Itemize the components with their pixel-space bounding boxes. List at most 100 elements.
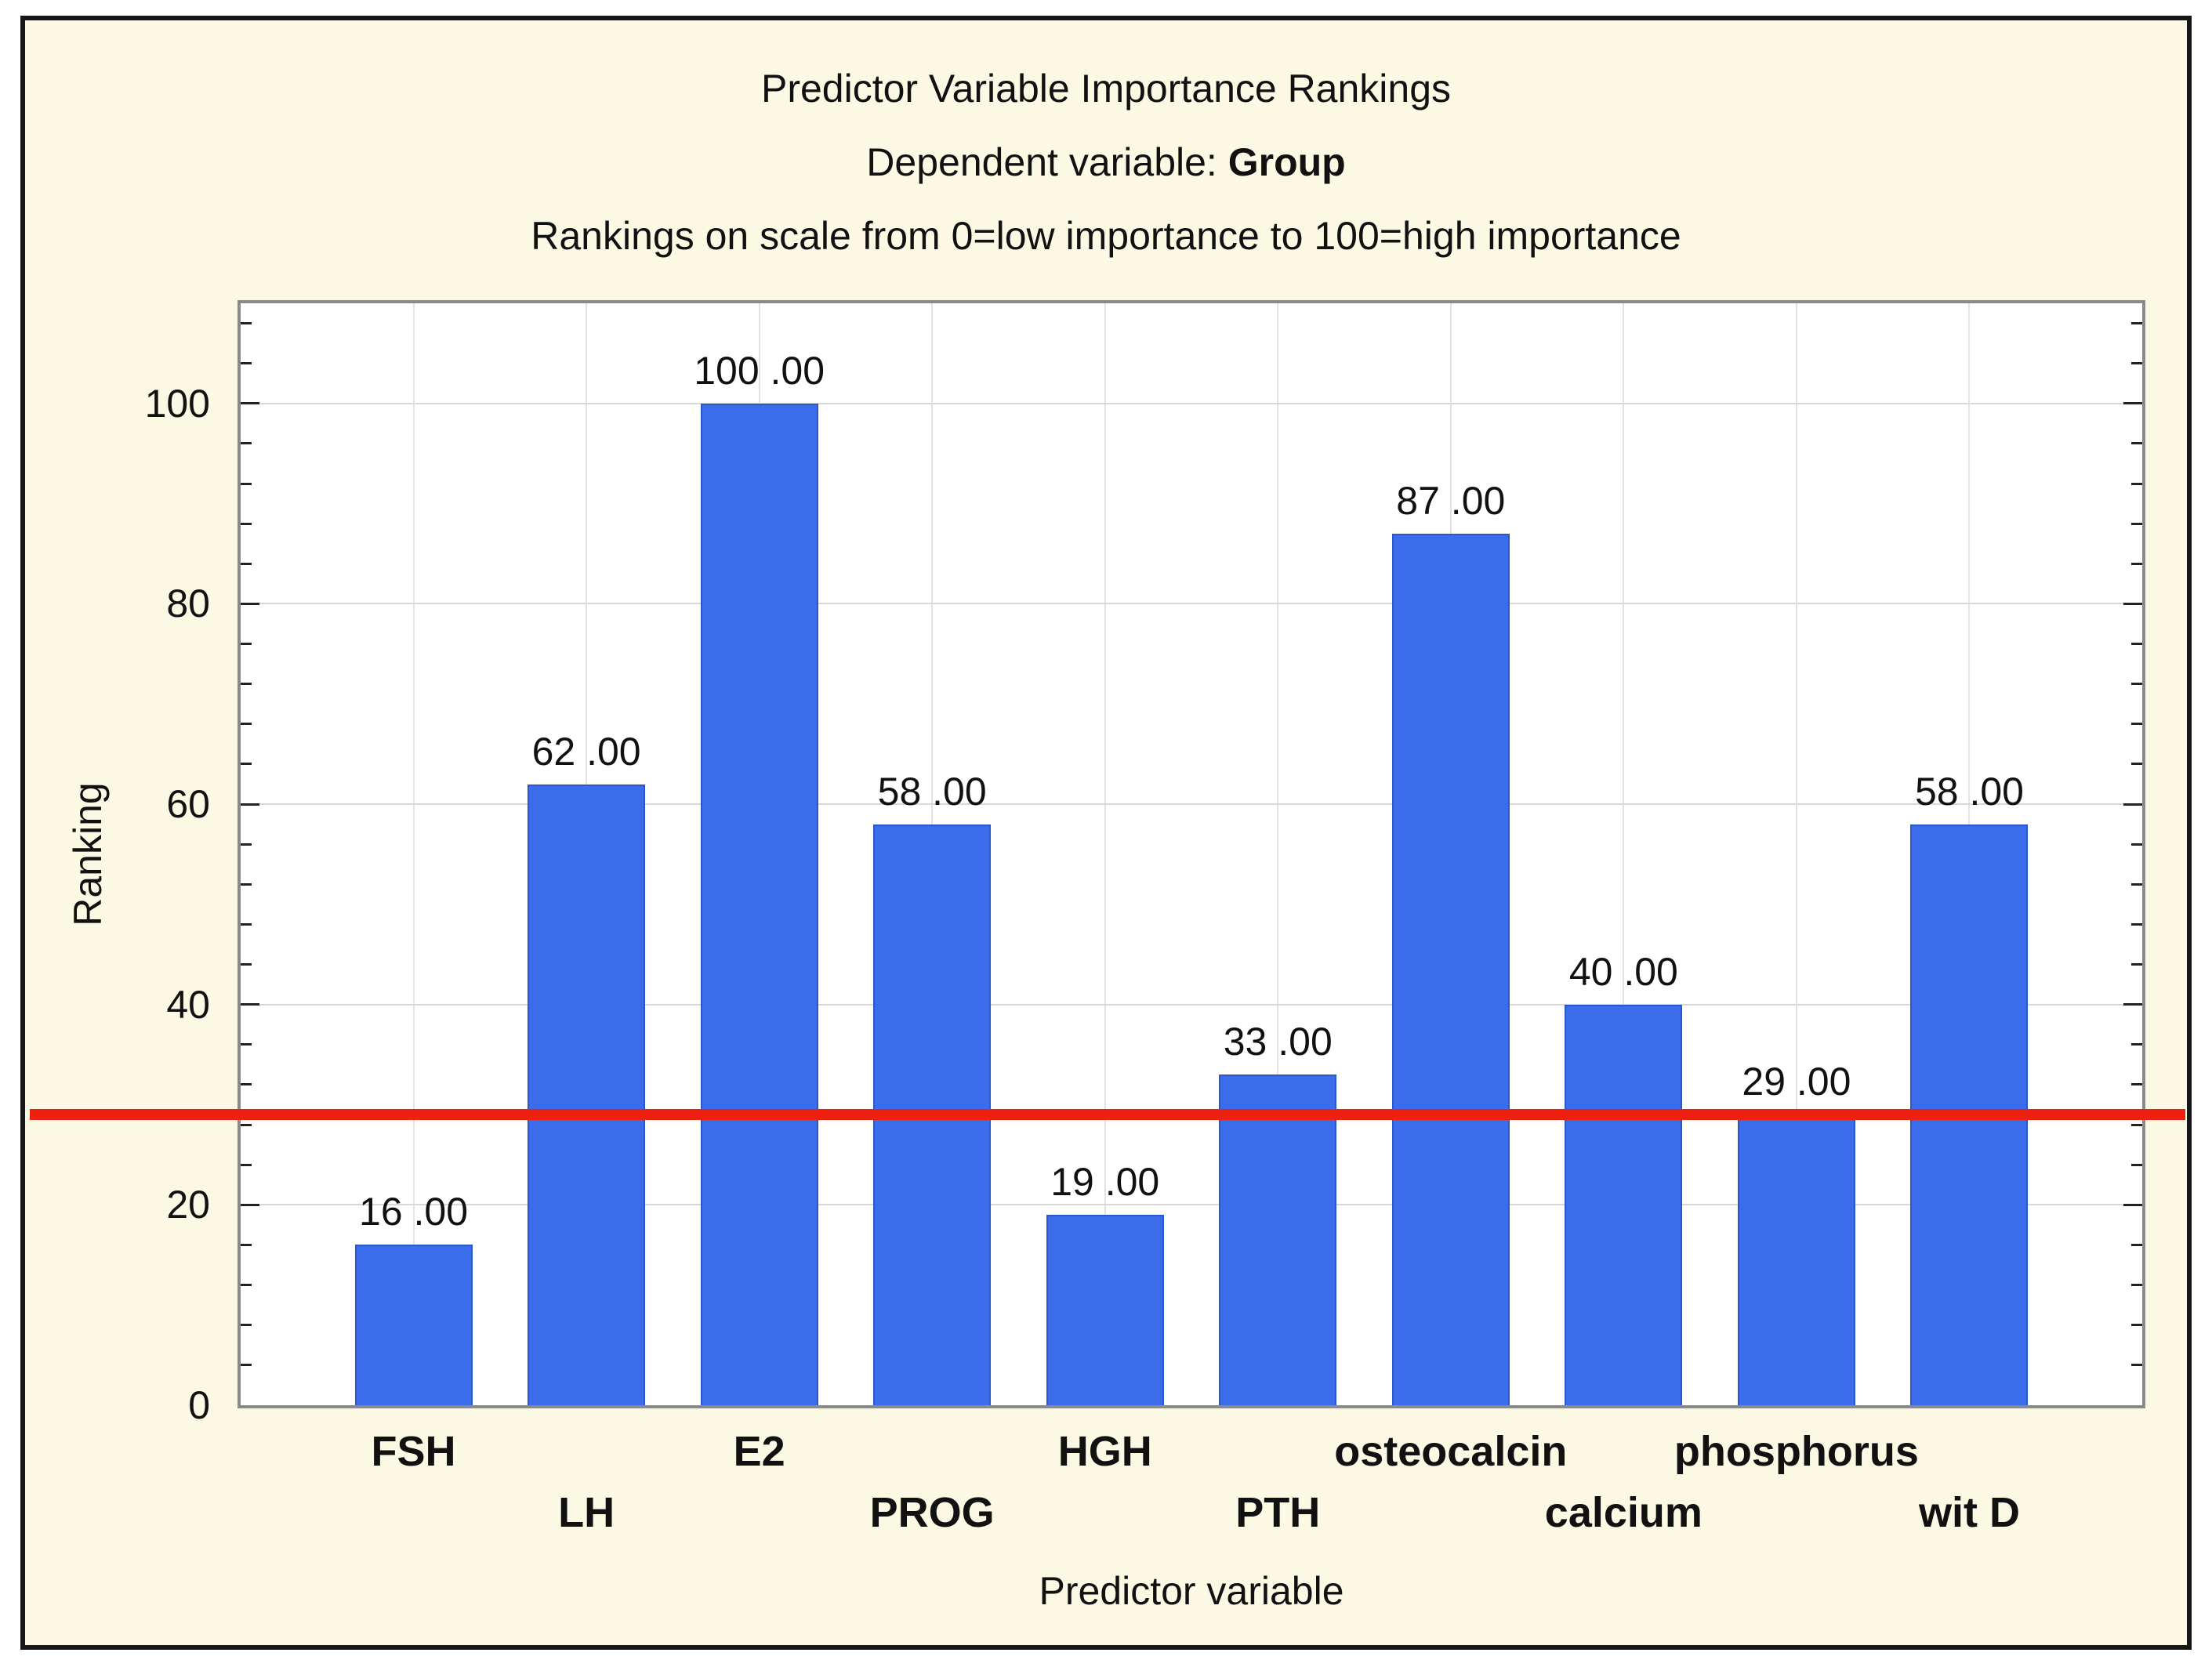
y-axis-tick: [241, 1364, 252, 1367]
y-axis-tick: [241, 803, 259, 806]
bar-E2: [700, 403, 818, 1405]
y-axis-tick: [2123, 1203, 2142, 1206]
y-axis-tick: [241, 402, 259, 405]
y-axis-tick: [241, 1284, 252, 1287]
y-tick-label: 40: [166, 982, 210, 1027]
y-axis-tick: [2131, 1284, 2142, 1287]
category-label-FSH: FSH: [371, 1428, 456, 1475]
y-axis-tick: [2131, 1324, 2142, 1327]
bar-osteocalcin: [1391, 533, 1510, 1405]
y-axis-tick: [241, 1123, 252, 1126]
y-tick-label: 20: [166, 1183, 210, 1227]
y-axis-tick: [241, 1203, 259, 1206]
y-axis-tick: [2131, 882, 2142, 886]
bar-PTH: [1219, 1074, 1337, 1405]
y-axis-tick: [241, 963, 252, 966]
y-axis-tick: [2131, 763, 2142, 766]
plot-area: [238, 300, 2145, 1408]
y-axis-tick: [241, 1243, 252, 1246]
y-axis-tick: [241, 1083, 252, 1086]
y-axis-tick: [2131, 562, 2142, 565]
y-axis-tick: [2123, 402, 2142, 405]
y-axis-tick: [241, 322, 252, 325]
gridline-vertical: [412, 303, 415, 1405]
y-axis-tick: [2131, 442, 2142, 445]
y-axis-tick: [2131, 482, 2142, 485]
gridline-horizontal: [241, 1204, 2142, 1206]
bar-value-label: 40 .00: [1568, 949, 1678, 994]
threshold-line: [30, 1109, 2185, 1121]
bar-value-label: 33 .00: [1223, 1020, 1333, 1064]
y-axis-tick: [241, 602, 259, 605]
y-axis-tick: [2131, 843, 2142, 846]
category-label-phosphorus: phosphorus: [1674, 1428, 1919, 1475]
bar-value-label: 16 .00: [359, 1190, 469, 1234]
y-axis-tick: [2131, 963, 2142, 966]
gridline-vertical: [1623, 303, 1625, 1405]
y-tick-label: 0: [188, 1383, 210, 1427]
y-axis-title: Ranking: [66, 782, 110, 926]
gridline-vertical: [1277, 303, 1279, 1405]
y-axis-tick: [2131, 643, 2142, 646]
y-axis-tick: [241, 882, 252, 886]
y-axis-tick: [241, 1324, 252, 1327]
dependent-variable-value: Group: [1227, 140, 1346, 184]
y-axis-tick: [2123, 602, 2142, 605]
category-label-PROG: PROG: [869, 1489, 995, 1536]
y-axis-tick: [2131, 362, 2142, 365]
y-axis-tick: [2131, 723, 2142, 726]
y-axis-tick: [241, 522, 252, 525]
bar-value-label: 29 .00: [1742, 1060, 1851, 1104]
gridline-vertical: [1795, 303, 1797, 1405]
y-axis-tick: [2123, 803, 2142, 806]
chart-title: Predictor Variable Importance Rankings: [0, 64, 2212, 113]
y-axis-tick: [241, 843, 252, 846]
bar-value-label: 58 .00: [877, 769, 987, 814]
gridline-vertical: [1104, 303, 1106, 1405]
gridline-horizontal: [241, 1003, 2142, 1006]
y-axis-tick: [241, 922, 252, 926]
y-axis-tick: [241, 562, 252, 565]
chart-scale-note: Rankings on scale from 0=low importance …: [531, 214, 1681, 258]
category-label-wit D: wit D: [1918, 1489, 2020, 1536]
category-label-calcium: calcium: [1544, 1489, 1703, 1536]
gridline-horizontal: [241, 603, 2142, 605]
y-tick-label: 60: [166, 782, 210, 827]
y-axis-tick: [2131, 1123, 2142, 1126]
bar-value-label: 100 .00: [694, 348, 825, 393]
y-axis-tick: [2131, 922, 2142, 926]
y-axis-tick: [241, 442, 252, 445]
y-tick-label: 100: [144, 381, 210, 426]
bar-value-label: 19 .00: [1050, 1160, 1160, 1205]
y-axis-tick: [241, 683, 252, 686]
y-axis-tick: [241, 1163, 252, 1166]
gridline-horizontal: [241, 402, 2142, 404]
y-axis-tick: [2131, 1243, 2142, 1246]
category-label-PTH: PTH: [1235, 1489, 1321, 1536]
category-label-LH: LH: [558, 1489, 615, 1536]
dependent-variable-label: Dependent variable:: [866, 140, 1228, 184]
y-axis-tick: [2131, 322, 2142, 325]
y-axis-tick: [241, 723, 252, 726]
y-axis-tick: [241, 643, 252, 646]
bar-value-label: 87 .00: [1396, 478, 1506, 523]
y-axis-tick: [2131, 522, 2142, 525]
chart-title-text: Predictor Variable Importance Rankings: [760, 67, 1452, 111]
y-axis-tick: [241, 362, 252, 365]
y-axis-tick: [241, 1043, 252, 1046]
bar-LH: [528, 784, 646, 1405]
y-axis-tick: [241, 763, 252, 766]
y-axis-tick: [2131, 683, 2142, 686]
bar-value-label: 62 .00: [531, 729, 641, 774]
y-axis-tick: [2131, 1163, 2142, 1166]
y-axis-tick: [2131, 1364, 2142, 1367]
y-axis-tick: [2131, 1083, 2142, 1086]
x-axis-title: Predictor variable: [1039, 1569, 1344, 1613]
y-axis-tick: [2123, 1003, 2142, 1006]
gridline-horizontal: [241, 803, 2142, 806]
category-label-HGH: HGH: [1057, 1428, 1152, 1475]
chart-subtitle: Dependent variable: Group: [0, 138, 2212, 187]
bar-HGH: [1046, 1215, 1164, 1405]
category-label-E2: E2: [733, 1428, 785, 1475]
